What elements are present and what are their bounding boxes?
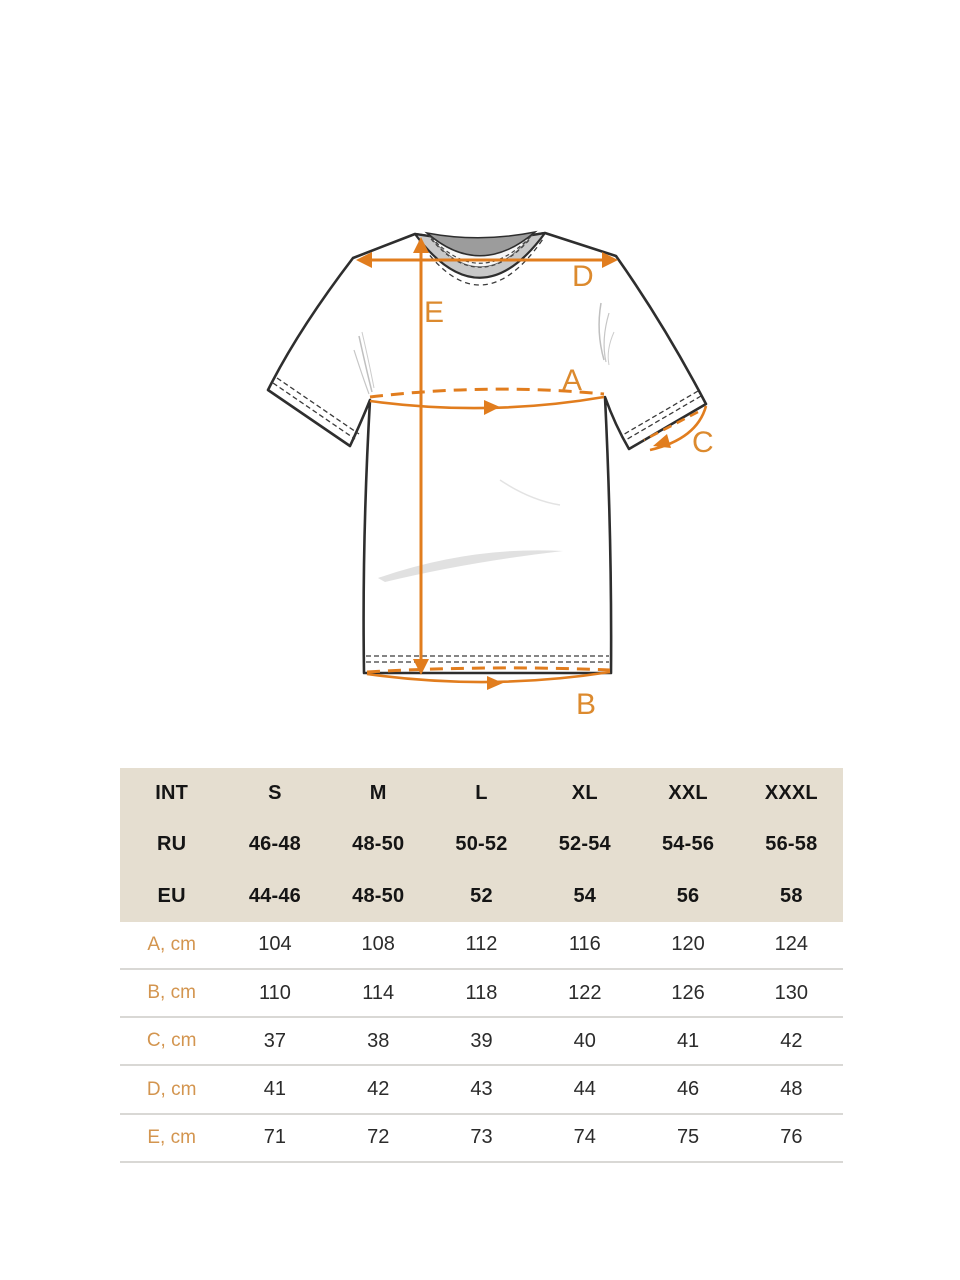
header-cell: L	[475, 782, 488, 805]
size-value: 72	[367, 1126, 390, 1149]
header-cell: XL	[571, 782, 598, 805]
wrinkle	[358, 335, 373, 393]
measure-row-label: B, cm	[147, 982, 196, 1004]
size-value: 73	[470, 1126, 493, 1149]
measure-label-d: D	[572, 260, 594, 293]
wrinkle	[361, 331, 375, 389]
size-value: 104	[258, 933, 292, 956]
size-table: INT S M L XL XXL XXXL RU 46-48 48-50 50-…	[120, 768, 843, 1163]
wrinkle	[603, 312, 610, 363]
tshirt-measurement-diagram: D E A C B	[266, 230, 714, 721]
measure-label-e: E	[424, 296, 444, 329]
size-value: 48	[780, 1078, 803, 1101]
measure-e-arrow	[413, 237, 429, 675]
tshirt-body-outline	[266, 231, 708, 675]
measure-row-label: C, cm	[146, 1030, 197, 1052]
size-value: 114	[362, 981, 395, 1004]
table-row-b: B, cm 110 114 118 122 126 130	[120, 970, 843, 1019]
wrinkle	[598, 302, 605, 361]
size-value: 116	[568, 933, 601, 956]
header-cell: 54	[573, 884, 597, 907]
measure-label-a: A	[562, 364, 582, 397]
table-row-e: E, cm 71 72 73 74 75 76	[120, 1115, 843, 1163]
size-value: 46	[676, 1078, 700, 1101]
header-cell: S	[268, 782, 282, 805]
collar-inside-back	[424, 230, 538, 257]
left-cuff-stitch	[276, 377, 360, 435]
size-value: 112	[465, 933, 498, 956]
size-table-header: INT S M L XL XXL XXXL RU 46-48 48-50 50-…	[120, 768, 843, 922]
header-cell: 44-46	[248, 884, 301, 907]
table-row-a: A, cm 104 108 112 116 120 124	[120, 922, 843, 971]
size-value: 75	[676, 1126, 700, 1149]
measure-label-c: C	[692, 426, 714, 459]
left-cuff-stitch	[272, 382, 356, 440]
wrinkle	[499, 479, 561, 506]
table-row-ru: RU 46-48 48-50 50-52 52-54 54-56 56-58	[120, 819, 843, 870]
right-cuff-stitch	[623, 395, 702, 442]
table-row-d: D, cm 41 42 43 44 46 48	[120, 1066, 843, 1115]
table-row-int: INT S M L XL XXL XXXL	[120, 768, 843, 819]
header-cell: XXXL	[764, 782, 818, 805]
header-cell: 56	[676, 884, 700, 907]
wrinkle	[353, 349, 370, 395]
size-table-body: A, cm 104 108 112 116 120 124 B, cm 110 …	[120, 922, 843, 1163]
header-cell: 54-56	[661, 833, 715, 856]
header-cell: 48-50	[352, 884, 405, 907]
measure-row-label: A, cm	[147, 933, 196, 955]
size-value: 41	[676, 1029, 700, 1052]
right-cuff-stitch	[620, 390, 699, 437]
wrinkle-shade	[378, 550, 563, 582]
collar-stitch-line	[430, 235, 532, 264]
size-value: 126	[671, 981, 705, 1004]
table-row-c: C, cm 37 38 39 40 41 42	[120, 1018, 843, 1067]
header-cell: XXL	[668, 782, 708, 805]
size-value: 74	[573, 1126, 596, 1149]
size-value: 130	[774, 981, 809, 1004]
size-value: 38	[367, 1029, 390, 1052]
header-cell: 46-48	[248, 833, 301, 856]
measure-d-arrow	[356, 252, 618, 268]
size-value: 39	[470, 1029, 493, 1052]
size-value: 122	[568, 981, 602, 1004]
size-value: 44	[573, 1078, 596, 1101]
header-cell: 48-50	[352, 833, 405, 856]
size-value: 120	[671, 933, 705, 956]
measure-row-label: E, cm	[147, 1126, 196, 1148]
measure-a-arrow	[369, 387, 605, 415]
tshirt-drawing: D E A C B	[266, 230, 714, 721]
size-value: 118	[465, 981, 498, 1004]
size-value: 110	[258, 981, 291, 1004]
measure-c-arrow	[643, 405, 708, 452]
header-cell: M	[369, 782, 387, 805]
size-value: 42	[367, 1078, 390, 1101]
measure-label-b: B	[576, 688, 596, 721]
header-cell: 52-54	[558, 833, 611, 856]
size-value: 42	[780, 1029, 803, 1052]
size-value: 124	[774, 933, 809, 956]
size-value: 71	[263, 1126, 287, 1149]
header-row-label: RU	[156, 833, 187, 856]
size-value: 37	[263, 1029, 287, 1052]
measure-row-label: D, cm	[146, 1078, 197, 1100]
size-value: 108	[361, 933, 395, 956]
header-cell: 56-58	[765, 833, 818, 856]
size-value: 40	[573, 1029, 596, 1052]
header-cell: 50-52	[455, 833, 508, 856]
collar-stitch-line	[430, 237, 532, 268]
header-row-label: EU	[157, 884, 186, 907]
wrinkle	[607, 331, 615, 366]
size-value: 43	[470, 1078, 493, 1101]
header-cell: 52	[470, 884, 493, 907]
measure-b-arrow	[366, 666, 611, 690]
header-cell: 58	[780, 884, 803, 907]
table-row-eu: EU 44-46 48-50 52 54 56 58	[120, 871, 843, 922]
size-value: 76	[780, 1126, 803, 1149]
header-row-label: INT	[155, 782, 189, 805]
size-value: 41	[263, 1078, 287, 1101]
